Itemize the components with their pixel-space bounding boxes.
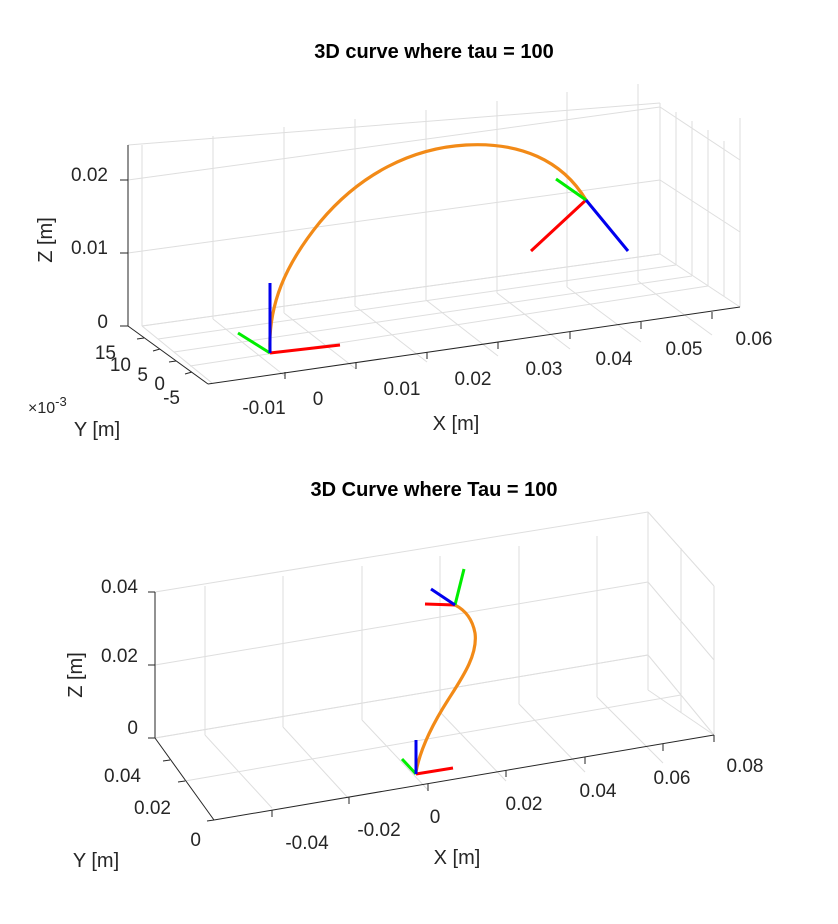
plot-2-z-tick: 0.02 <box>101 646 138 667</box>
plot-1-y-exponent: ×10-3 <box>28 394 67 417</box>
plot-2-frame-end-x-axis <box>424 602 456 607</box>
plot-2-curve <box>414 603 477 774</box>
plot-2-frame-end-z-axis <box>430 587 456 607</box>
plot-1-x-tick: 0 <box>313 389 324 410</box>
plot-1-y-tick: 10 <box>110 355 131 376</box>
plot-2-frame-end <box>424 568 466 607</box>
plot-2-grid <box>154 511 715 809</box>
plot-1-z-tick: 0.02 <box>71 165 108 186</box>
plot-2-x-label: X [m] <box>434 847 481 869</box>
plot-1-x-tick: -0.01 <box>242 398 285 419</box>
plot-1-y-tick: -5 <box>163 388 180 409</box>
plot-1-y-tick: 15 <box>95 343 116 364</box>
plot-1-y-tick: 5 <box>137 365 148 386</box>
plot-1-grid <box>127 84 741 384</box>
plot-2-z-tick: 0.04 <box>101 577 138 598</box>
plot-2-x-tick: 0.02 <box>506 794 543 815</box>
plot-1-axes <box>120 145 741 385</box>
plot-2-x-tick: 0.06 <box>654 768 691 789</box>
plot-1-frame-end-x-axis <box>529 198 588 253</box>
plot-2-frame-end-y-axis <box>453 568 466 606</box>
plot-1-z-tick: 0.01 <box>71 238 108 259</box>
plot-1-x-tick: 0.06 <box>736 329 773 350</box>
plot-2-x-tick: 0.08 <box>727 756 764 777</box>
plot-2: 3D Curve where Tau = 100 <box>65 479 763 872</box>
plot-1-y-label: Y [m] <box>74 419 120 441</box>
plot-1-z-label: Z [m] <box>35 217 57 263</box>
plot-2-z-tick: 0 <box>127 718 138 739</box>
plot-1: 3D curve where tau = 100 <box>28 41 772 441</box>
plot-2-frame-start-x-axis <box>415 766 454 776</box>
plot-1-frame-end-y-axis <box>555 177 587 202</box>
plot-2-y-tick: 0 <box>190 830 201 851</box>
plot-1-frame-end-z-axis <box>584 199 630 252</box>
plot-1-x-tick: 0.02 <box>455 369 492 390</box>
plot-1-x-tick: 0.04 <box>596 349 633 370</box>
plot-1-frame-end <box>529 177 630 253</box>
plot-1-x-tick: 0.01 <box>384 379 421 400</box>
plot-1-z-tick: 0 <box>97 312 108 333</box>
plot-1-x-label: X [m] <box>433 413 480 435</box>
plot-2-frame-start-y-axis <box>400 757 418 776</box>
plot-2-x-tick: -0.04 <box>285 833 329 854</box>
plot-1-curve <box>268 143 588 354</box>
plot-2-y-tick: 0.02 <box>134 798 171 819</box>
plot-2-title: 3D Curve where Tau = 100 <box>311 479 558 501</box>
plot-1-y-tick: 0 <box>154 374 165 395</box>
plot-1-frame-start-x-axis <box>269 343 341 355</box>
plot-1-x-tick: 0.05 <box>666 339 703 360</box>
plot-1-title: 3D curve where tau = 100 <box>314 41 554 63</box>
plot-2-y-tick: 0.04 <box>104 766 141 787</box>
plot-2-x-tick: -0.02 <box>357 820 400 841</box>
plot-1-frame-start-y-axis <box>237 331 271 355</box>
plot-2-frame-start <box>400 740 454 776</box>
plot-1-x-tick: 0.03 <box>526 359 563 380</box>
plot-2-x-tick: 0 <box>430 807 441 828</box>
plot-2-y-label: Y [m] <box>73 850 119 872</box>
plot-1-frame-start <box>237 283 341 355</box>
plot-2-x-tick: 0.04 <box>580 781 617 802</box>
plot-2-axes <box>148 591 715 822</box>
plot-2-z-label: Z [m] <box>65 652 87 698</box>
